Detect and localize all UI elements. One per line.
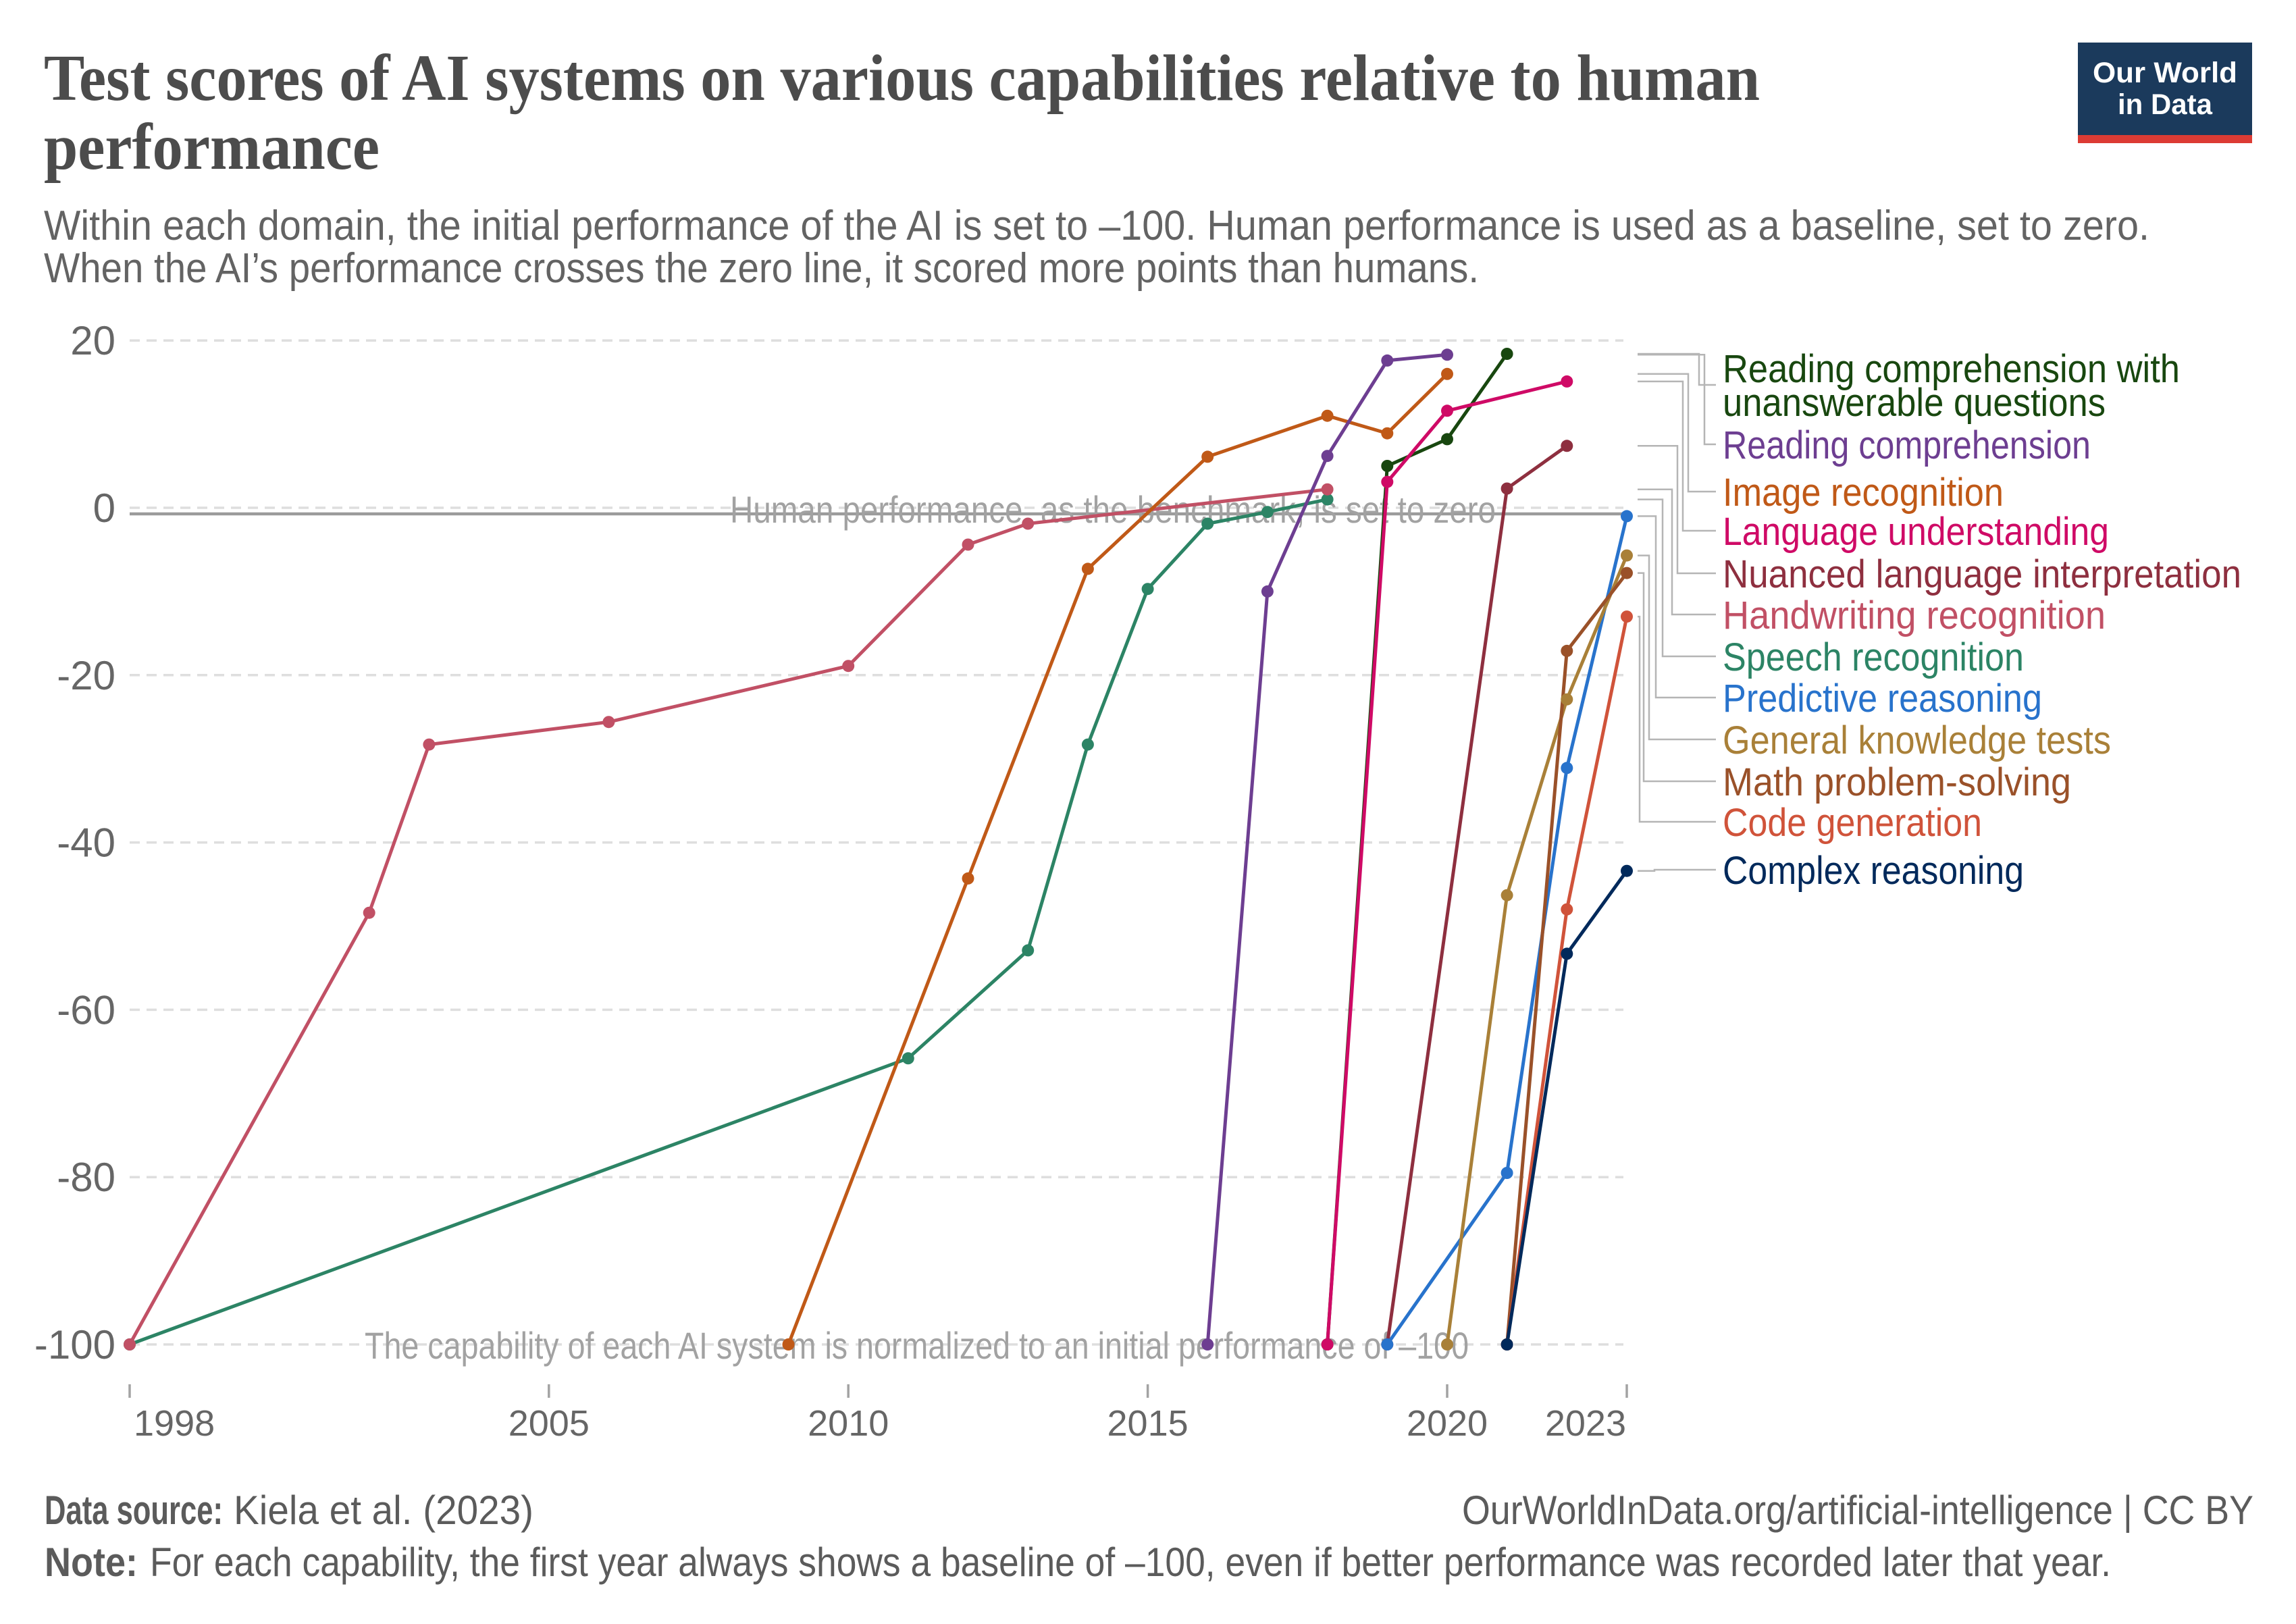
- svg-text:in Data: in Data: [2118, 88, 2213, 121]
- svg-text:-40: -40: [57, 820, 115, 866]
- svg-text:20: 20: [70, 318, 115, 363]
- svg-text:1998: 1998: [134, 1403, 215, 1444]
- svg-text:2015: 2015: [1107, 1403, 1189, 1444]
- svg-text:Math problem-solving: Math problem-solving: [1723, 760, 2071, 804]
- svg-text:performance: performance: [44, 111, 380, 183]
- svg-text:-100: -100: [34, 1322, 115, 1367]
- svg-text:Data source:: Data source:: [45, 1488, 223, 1533]
- svg-text:Handwriting recognition: Handwriting recognition: [1723, 594, 2106, 637]
- svg-text:Human performance, as the benc: Human performance, as the benchmark, is …: [730, 488, 1496, 531]
- svg-text:Speech recognition: Speech recognition: [1723, 635, 2024, 679]
- svg-text:Complex reasoning: Complex reasoning: [1723, 849, 2024, 893]
- svg-text:Nuanced language interpretatio: Nuanced language interpretation: [1723, 552, 2241, 596]
- svg-text:2023: 2023: [1545, 1403, 1626, 1444]
- svg-text:The capability of each AI syst: The capability of each AI system is norm…: [365, 1324, 1469, 1367]
- svg-text:When the AI’s performance cros: When the AI’s performance crosses the ze…: [44, 245, 1479, 292]
- svg-text:2005: 2005: [508, 1403, 590, 1444]
- svg-text:Image recognition: Image recognition: [1723, 471, 2004, 515]
- svg-text:Note:: Note:: [45, 1540, 138, 1585]
- svg-text:2010: 2010: [808, 1403, 889, 1444]
- svg-text:For each capability, the first: For each capability, the first year alwa…: [150, 1540, 2111, 1585]
- svg-text:OurWorldInData.org/artificial-: OurWorldInData.org/artificial-intelligen…: [1462, 1488, 2253, 1533]
- svg-text:Code generation: Code generation: [1723, 801, 1982, 845]
- svg-text:2020: 2020: [1407, 1403, 1488, 1444]
- svg-text:Our World: Our World: [2093, 57, 2237, 89]
- svg-text:Reading comprehension: Reading comprehension: [1723, 423, 2091, 467]
- svg-text:Reading comprehension with: Reading comprehension with: [1723, 347, 2180, 391]
- svg-text:0: 0: [93, 486, 115, 531]
- svg-text:Test scores of AI systems on v: Test scores of AI systems on various cap…: [44, 42, 1760, 114]
- svg-text:-60: -60: [57, 987, 115, 1032]
- svg-text:-20: -20: [57, 653, 115, 698]
- svg-text:Predictive reasoning: Predictive reasoning: [1723, 677, 2042, 721]
- svg-text:Kiela et al. (2023): Kiela et al. (2023): [234, 1488, 533, 1533]
- svg-text:General knowledge tests: General knowledge tests: [1723, 718, 2111, 762]
- svg-text:-80: -80: [57, 1155, 115, 1200]
- svg-text:Within each domain, the initia: Within each domain, the initial performa…: [44, 203, 2149, 249]
- svg-text:unanswerable questions: unanswerable questions: [1723, 381, 2106, 425]
- svg-text:Language understanding: Language understanding: [1723, 510, 2109, 554]
